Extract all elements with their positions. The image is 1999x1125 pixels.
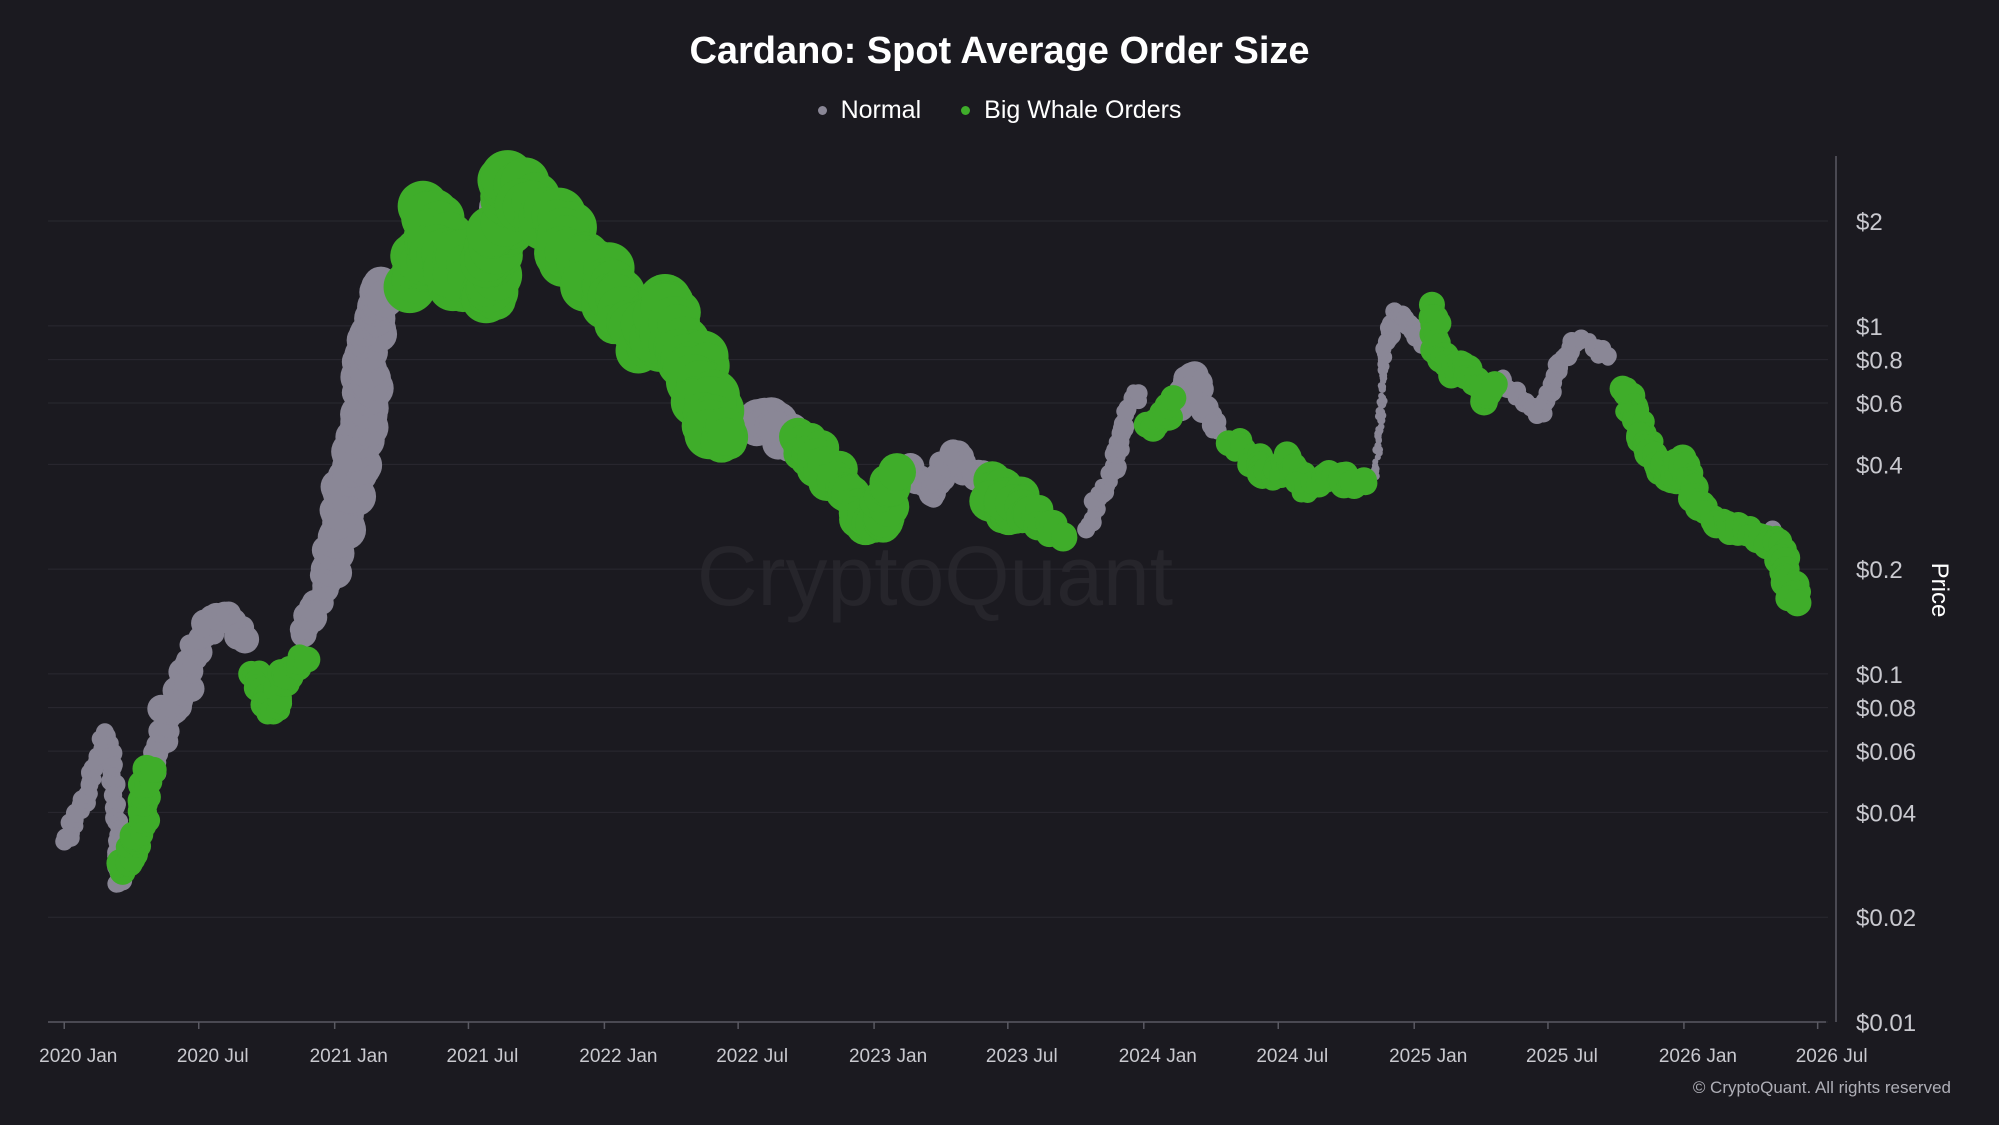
y-axis-ticks: $2 $1 $0.8 $0.6 $0.4 $0.2 $0.1 $0.08 $0.06 $0.04 $… xyxy=(1856,209,1916,1037)
x-tick-label: 2023 Jul xyxy=(986,1046,1058,1067)
x-tick-label: 2020 Jan xyxy=(39,1046,117,1067)
data-point xyxy=(707,417,746,456)
y-tick-label: $1 xyxy=(1856,314,1883,341)
chart-legend: Normal Big Whale Orders xyxy=(0,96,1999,125)
y-tick-label: $0.04 xyxy=(1856,800,1916,827)
y-tick-label: $0.02 xyxy=(1856,905,1916,932)
data-point xyxy=(1129,384,1148,403)
data-point xyxy=(1160,385,1187,412)
data-point xyxy=(1785,589,1812,616)
data-point xyxy=(877,453,916,492)
data-point xyxy=(294,646,321,673)
x-tick-label: 2026 Jul xyxy=(1796,1046,1868,1067)
x-tick-label: 2022 Jan xyxy=(579,1046,657,1067)
y-tick-label: $0.8 xyxy=(1856,348,1903,375)
x-tick-label: 2024 Jul xyxy=(1256,1046,1328,1067)
y-tick-label: $0.4 xyxy=(1856,452,1903,479)
y-tick-label: $0.06 xyxy=(1856,739,1916,766)
data-point xyxy=(1050,522,1077,549)
data-point xyxy=(1375,406,1384,416)
y-tick-label: $0.08 xyxy=(1856,696,1916,723)
x-axis-ticks: 2020 Jan 2020 Jul 2021 Jan 2021 Jul 2022 Jan… xyxy=(39,1022,1868,1067)
y-tick-label: $0.6 xyxy=(1856,391,1903,418)
legend-label-whale: Big Whale Orders xyxy=(984,96,1182,124)
x-tick-label: 2021 Jan xyxy=(310,1046,388,1067)
axes xyxy=(48,156,1837,1023)
legend-item-normal[interactable]: Normal xyxy=(817,96,922,125)
data-point xyxy=(1598,346,1617,365)
x-tick-label: 2022 Jul xyxy=(716,1046,788,1067)
series-whale xyxy=(106,150,1812,885)
x-tick-label: 2023 Jan xyxy=(849,1046,927,1067)
y-tick-label: $2 xyxy=(1856,209,1883,236)
legend-item-whale[interactable]: Big Whale Orders xyxy=(961,96,1181,125)
y-axis-label: Price xyxy=(1926,563,1953,618)
legend-label-normal: Normal xyxy=(840,96,922,124)
x-tick-label: 2021 Jul xyxy=(447,1046,519,1067)
legend-dot-whale-icon xyxy=(961,106,971,115)
data-point xyxy=(1350,467,1377,494)
x-tick-label: 2024 Jan xyxy=(1119,1046,1197,1067)
chart-title: Cardano: Spot Average Order Size xyxy=(689,30,1310,72)
y-tick-label: $0.1 xyxy=(1856,662,1903,689)
legend-dot-normal-icon xyxy=(817,106,827,115)
x-tick-label: 2020 Jul xyxy=(177,1046,249,1067)
x-tick-label: 2025 Jul xyxy=(1526,1046,1598,1067)
data-point xyxy=(1374,441,1382,450)
data-point xyxy=(1481,371,1508,398)
watermark: CryptoQuant xyxy=(697,529,1173,623)
y-tick-label: $0.01 xyxy=(1856,1010,1916,1037)
data-point xyxy=(1378,392,1385,400)
y-tick-label: $0.2 xyxy=(1856,557,1903,584)
copyright-notice: © CryptoQuant. All rights reserved xyxy=(1692,1078,1951,1097)
data-point xyxy=(231,627,258,654)
x-tick-label: 2026 Jan xyxy=(1659,1046,1737,1067)
data-point xyxy=(1377,423,1385,430)
series-normal xyxy=(55,156,1782,893)
x-tick-label: 2025 Jan xyxy=(1389,1046,1467,1067)
data-point xyxy=(140,756,167,783)
